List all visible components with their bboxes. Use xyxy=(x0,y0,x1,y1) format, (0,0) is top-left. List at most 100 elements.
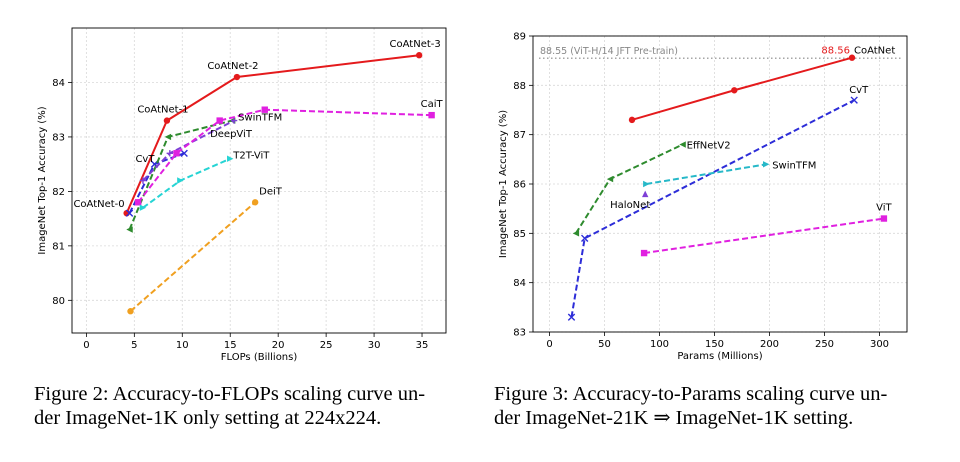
chart-2-ytick-label-3: 86 xyxy=(513,180,526,191)
chart-1-xtick-label-2: 10 xyxy=(176,340,189,351)
chart-1-ytick-label-3: 83 xyxy=(52,132,65,143)
chart-2-series-vit xyxy=(640,215,888,257)
chart-2-annotation-coatnet: CoAtNet xyxy=(854,46,895,57)
figure-2-caption-line-1: Figure 2: Accuracy-to-FLOPs scaling curv… xyxy=(34,383,426,405)
chart-1-annotation-coatnet-0: CoAtNet-0 xyxy=(73,199,124,210)
chart-1-series-deit-line xyxy=(129,201,256,312)
charts-canvas: 0 5 10 15 20 25 30 35 80 81 82 83 84 FLOPs (Billions)… xyxy=(37,27,908,363)
chart-1-series-deit xyxy=(127,199,259,315)
chart-2-xtick-label-0: 0 xyxy=(546,339,552,350)
chart-1-xtick-label-3: 15 xyxy=(224,340,237,351)
chart-1-xtick-label-5: 25 xyxy=(320,340,333,351)
figure-3-caption-line-2: der ImageNet-21K ⇒ ImageNet-1K setting. xyxy=(494,407,854,429)
chart-1-series-deepvit-point-1 xyxy=(164,133,172,141)
chart-2-ytick-label-5: 88 xyxy=(513,81,526,92)
chart-1-ytick-label-4: 84 xyxy=(52,78,65,89)
chart-1-plot-frame xyxy=(71,27,447,334)
chart-2-y-axis-label: ImageNet Top-1 Accuracy (%) xyxy=(498,110,509,258)
chart-2-annotation-swintfm: SwinTFM xyxy=(772,160,816,171)
chart-2-ytick-label-0: 83 xyxy=(513,328,526,339)
chart-2-reference-line-label: 88.55 (ViT-H/14 JFT Pre-train) xyxy=(540,46,678,57)
chart-1-annotation-deit: DeiT xyxy=(259,186,283,197)
chart-2-series-effnetv2 xyxy=(572,141,686,237)
chart-2-series-cvt-point-0 xyxy=(567,313,576,321)
chart-2-series-coatnet-point-1 xyxy=(731,87,738,94)
chart-2-series-vit-line xyxy=(643,217,885,255)
chart-1-annotation-cait: CaiT xyxy=(421,99,444,110)
chart-1-series-cvt-point-2 xyxy=(180,149,188,157)
chart-1-series-cait-point-2 xyxy=(216,117,223,124)
figure-2-caption-line-2: der ImageNet-1K only setting at 224x224. xyxy=(34,407,382,429)
chart-2-series-coatnet-line xyxy=(631,56,853,121)
chart-1-ytick-label-0: 80 xyxy=(52,296,65,307)
chart-2-xtick-label-5: 250 xyxy=(815,339,834,350)
chart-2-ytick-label-1: 84 xyxy=(513,278,526,289)
chart-2-xtick-label-2: 100 xyxy=(650,339,669,350)
chart-1-annotation-coatnet-1: CoAtNet-1 xyxy=(137,105,188,116)
chart-1-series-swintfm-point-0 xyxy=(139,177,147,184)
chart-1-series-cait-point-3 xyxy=(261,106,268,113)
chart-2-series-effnetv2-line xyxy=(575,143,684,234)
chart-2-series-effnetv2-point-2 xyxy=(679,141,686,148)
chart-1-annotation-coatnet-3: CoAtNet-3 xyxy=(390,39,441,50)
chart-1-annotation-t2t-vit: T2T-ViT xyxy=(232,151,270,162)
chart-2-plot-frame xyxy=(532,35,908,333)
chart-1-x-axis-label: FLOPs (Billions) xyxy=(221,352,298,363)
chart-1-series-t2t-vit xyxy=(139,155,234,211)
chart-2: 0 50 100 150 200 250 300 83 84 85 86 87 88 89 Params (… xyxy=(498,32,908,362)
chart-2-series-cvt-line xyxy=(570,99,855,318)
chart-1-xtick-label-0: 0 xyxy=(83,340,89,351)
chart-2-xtick-label-4: 200 xyxy=(760,339,779,350)
chart-1-series-coatnet-point-3 xyxy=(415,52,423,59)
chart-2-ytick-label-4: 87 xyxy=(513,130,526,141)
chart-1-series-deit-point-0 xyxy=(127,308,134,315)
chart-2-series-cvt-point-1 xyxy=(581,234,589,242)
chart-2-series-swintfm xyxy=(643,161,770,188)
chart-1-annotation-cvt: CvT xyxy=(135,154,155,165)
chart-1-series-swintfm-point-2 xyxy=(230,117,238,124)
chart-1-series-deepvit-point-0 xyxy=(126,226,133,233)
chart-1: 0 5 10 15 20 25 30 35 80 81 82 83 84 FLOPs (Billions)… xyxy=(37,27,447,363)
chart-2-series-halonet xyxy=(642,190,649,198)
chart-1-y-axis-label: ImageNet Top-1 Accuracy (%) xyxy=(37,106,48,254)
chart-1-series-deit-point-1 xyxy=(251,199,259,206)
chart-2-annotation-halonet: HaloNet xyxy=(610,200,650,211)
chart-2-x-axis-label: Params (Millions) xyxy=(677,351,762,362)
chart-2-series-effnetv2-point-1 xyxy=(606,175,614,183)
figure-3-caption-line-1: Figure 3: Accuracy-to-Params scaling cur… xyxy=(494,383,888,405)
chart-1-xtick-label-6: 30 xyxy=(368,340,381,351)
chart-2-series-coatnet-point-2 xyxy=(848,54,856,61)
chart-2-series-vit-point-1 xyxy=(880,215,888,222)
chart-2-xtick-label-1: 50 xyxy=(598,339,611,350)
chart-1-series-t2t-vit-point-0 xyxy=(139,204,147,211)
chart-1-ytick-label-2: 82 xyxy=(52,187,65,198)
chart-2-series-effnetv2-point-0 xyxy=(572,230,580,237)
chart-2-xtick-label-3: 150 xyxy=(705,339,724,350)
chart-2-series-coatnet-point-0 xyxy=(628,116,636,124)
chart-1-series-cait-line xyxy=(137,108,432,203)
chart-1-xtick-label-7: 35 xyxy=(416,340,429,351)
chart-1-series-cvt-point-0 xyxy=(125,209,134,217)
chart-2-xtick-label-6: 300 xyxy=(870,339,889,350)
figure-2-caption: Figure 2: Accuracy-to-FLOPs scaling curv… xyxy=(34,382,474,430)
figure-3-caption: Figure 3: Accuracy-to-Params scaling cur… xyxy=(494,382,934,430)
chart-1-series-coatnet-point-2 xyxy=(233,73,241,81)
chart-1-series-cait-point-0 xyxy=(134,199,142,206)
chart-2-series-cvt-point-2 xyxy=(850,96,858,104)
chart-2-annotation-effnetv2: EffNetV2 xyxy=(687,141,731,152)
chart-2-annotation-cvt: CvT xyxy=(849,85,869,96)
chart-1-series-swintfm xyxy=(139,117,238,184)
chart-1-series-t2t-vit-point-2 xyxy=(227,155,234,162)
chart-1-series-coatnet-line xyxy=(125,54,420,214)
chart-2-annotation-88-56: 88.56 xyxy=(821,46,850,57)
chart-2-series-swintfm-point-0 xyxy=(643,180,650,188)
chart-2-series-cvt xyxy=(567,96,858,321)
chart-1-annotation-swintfm: SwinTFM xyxy=(238,113,282,124)
chart-2-annotation-vit: ViT xyxy=(876,203,892,214)
chart-2-series-coatnet xyxy=(628,54,856,124)
chart-1-ytick-label-1: 81 xyxy=(52,241,65,252)
chart-1-series-t2t-vit-point-1 xyxy=(177,177,184,184)
chart-1-series-cait-point-1 xyxy=(173,150,180,157)
chart-1-series-swintfm-point-1 xyxy=(166,150,174,157)
chart-1-xtick-label-1: 5 xyxy=(131,340,137,351)
